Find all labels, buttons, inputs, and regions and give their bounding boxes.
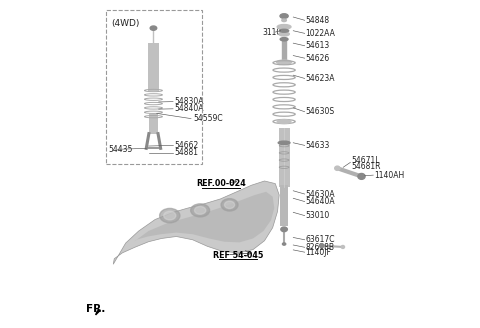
Ellipse shape [277, 120, 291, 124]
Text: 1140JF: 1140JF [305, 248, 331, 257]
Text: 54848: 54848 [305, 16, 329, 25]
Text: 63617C: 63617C [305, 235, 335, 244]
Ellipse shape [191, 204, 210, 217]
Polygon shape [113, 181, 279, 264]
Ellipse shape [279, 32, 289, 36]
Text: 54626: 54626 [305, 54, 330, 63]
Ellipse shape [282, 243, 286, 245]
Text: 54623A: 54623A [305, 74, 335, 83]
Ellipse shape [358, 174, 365, 179]
Polygon shape [96, 310, 100, 315]
Text: 54662: 54662 [175, 141, 199, 150]
Text: 54671L: 54671L [351, 156, 380, 165]
Ellipse shape [225, 201, 235, 209]
Bar [280, 185, 288, 226]
Text: REF 54-045: REF 54-045 [213, 251, 263, 260]
Text: 54630S: 54630S [305, 107, 335, 116]
Text: 54881: 54881 [175, 148, 199, 157]
Text: 1022AA: 1022AA [305, 29, 335, 38]
Polygon shape [134, 192, 274, 242]
Text: 54435: 54435 [108, 145, 133, 154]
Text: 1140AH: 1140AH [374, 171, 405, 180]
Ellipse shape [282, 19, 287, 22]
Ellipse shape [276, 60, 292, 64]
Bar [278, 128, 289, 187]
Ellipse shape [341, 245, 345, 248]
Text: 54840A: 54840A [174, 104, 204, 113]
Text: 54633: 54633 [305, 141, 330, 150]
Ellipse shape [280, 14, 288, 18]
Bar [282, 40, 286, 62]
Text: 54640A: 54640A [305, 197, 335, 206]
Text: 31109: 31109 [263, 28, 287, 36]
Ellipse shape [150, 26, 156, 30]
Text: REF.00-024: REF.00-024 [196, 179, 246, 188]
Ellipse shape [280, 38, 288, 41]
Text: (4WD): (4WD) [111, 19, 139, 28]
Ellipse shape [281, 227, 288, 232]
Text: 54630A: 54630A [305, 190, 335, 198]
Ellipse shape [279, 29, 288, 32]
Ellipse shape [278, 141, 290, 144]
Ellipse shape [160, 208, 180, 223]
Text: 54559C: 54559C [193, 114, 223, 123]
Text: 54830A: 54830A [174, 97, 204, 106]
Ellipse shape [164, 211, 176, 220]
Ellipse shape [319, 244, 324, 248]
Bar [149, 114, 158, 133]
Text: 54613: 54613 [305, 41, 330, 50]
Text: 82618B: 82618B [305, 243, 335, 252]
Ellipse shape [221, 199, 238, 211]
Bar [148, 43, 159, 91]
Text: 53010: 53010 [305, 211, 330, 220]
Ellipse shape [194, 206, 206, 214]
Ellipse shape [277, 25, 291, 29]
Text: 54681R: 54681R [351, 162, 381, 171]
Ellipse shape [335, 166, 340, 170]
Text: FR.: FR. [86, 304, 105, 314]
